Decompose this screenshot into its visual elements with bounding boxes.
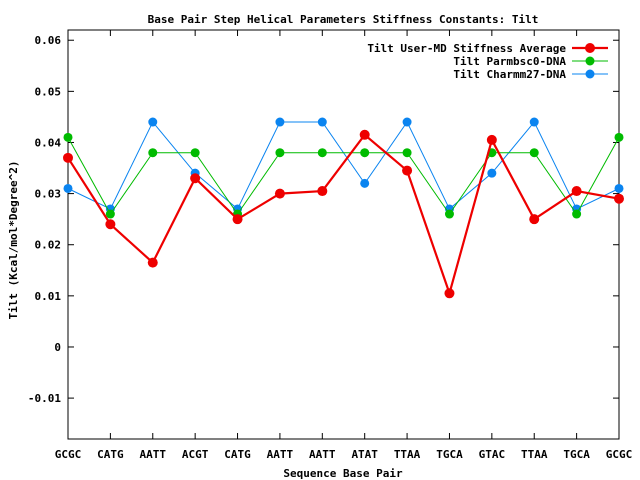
series-line bbox=[67, 133, 620, 298]
y-tick-label: -0.01 bbox=[28, 392, 61, 405]
x-tick-label: GCGC bbox=[606, 448, 633, 461]
data-point bbox=[572, 209, 582, 219]
x-tick-label: AATT bbox=[309, 448, 336, 461]
data-point bbox=[317, 148, 327, 158]
y-tick-label: 0.05 bbox=[35, 85, 62, 98]
data-point bbox=[148, 117, 158, 127]
data-point bbox=[360, 148, 370, 158]
legend-label: Tilt Parmbsc0-DNA bbox=[453, 55, 566, 68]
x-tick-label: CATG bbox=[97, 448, 124, 461]
series-2 bbox=[63, 117, 624, 214]
x-tick-label: CATG bbox=[224, 448, 251, 461]
x-tick-label: TTAA bbox=[521, 448, 548, 461]
x-tick-label: TTAA bbox=[394, 448, 421, 461]
series-0 bbox=[63, 129, 624, 299]
plot-frame bbox=[67, 29, 620, 440]
data-point bbox=[147, 257, 158, 268]
series-1 bbox=[63, 132, 624, 219]
data-point bbox=[444, 288, 455, 299]
data-point bbox=[317, 117, 327, 127]
axis-ticks: -0.01 0 0.01 0.02 0.03 0.04 0.05 0.06 GCGC CATG AA… bbox=[28, 30, 632, 461]
y-axis-label: Tilt (Kcal/mol*Degree^2) bbox=[7, 161, 20, 320]
legend-label: Tilt Charmm27-DNA bbox=[453, 68, 566, 81]
data-point bbox=[486, 134, 497, 145]
data-point bbox=[275, 117, 285, 127]
data-point bbox=[444, 209, 454, 219]
data-point bbox=[63, 152, 73, 163]
x-tick-label: ATAT bbox=[351, 448, 378, 461]
data-point bbox=[529, 117, 539, 127]
y-tick-label: 0.04 bbox=[35, 136, 62, 149]
data-point bbox=[148, 148, 158, 158]
data-point bbox=[487, 168, 497, 178]
x-axis-label: Sequence Base Pair bbox=[283, 467, 403, 480]
data-point bbox=[274, 188, 285, 199]
data-point bbox=[529, 148, 539, 158]
data-point bbox=[63, 132, 73, 142]
series-line bbox=[67, 121, 620, 210]
data-point bbox=[275, 148, 285, 158]
x-tick-label: AATT bbox=[267, 448, 294, 461]
data-point bbox=[360, 178, 370, 188]
data-point bbox=[359, 129, 370, 140]
data-point bbox=[190, 173, 201, 184]
legend-swatch-marker bbox=[585, 69, 595, 79]
legend-swatch-marker bbox=[585, 56, 595, 66]
data-point bbox=[232, 214, 243, 225]
data-point bbox=[614, 193, 624, 204]
data-point bbox=[614, 132, 624, 142]
y-tick-label: 0.01 bbox=[35, 290, 62, 303]
x-tick-label: AATT bbox=[140, 448, 167, 461]
data-point bbox=[402, 165, 413, 176]
chart-title: Base Pair Step Helical Parameters Stiffn… bbox=[148, 13, 539, 26]
y-tick-label: 0.06 bbox=[35, 34, 62, 47]
data-point bbox=[105, 219, 116, 230]
legend-swatch-marker bbox=[585, 43, 595, 53]
data-point bbox=[190, 148, 200, 158]
y-tick-label: 0 bbox=[54, 341, 61, 354]
y-tick-label: 0.02 bbox=[35, 239, 62, 252]
data-point bbox=[402, 117, 412, 127]
series-layer bbox=[63, 117, 624, 299]
x-tick-label: ACGT bbox=[182, 448, 209, 461]
data-point bbox=[317, 186, 328, 197]
legend-label: Tilt User-MD Stiffness Average bbox=[367, 42, 566, 55]
data-point bbox=[529, 214, 540, 225]
data-point bbox=[571, 186, 582, 197]
series-line bbox=[67, 137, 620, 215]
x-tick-label: GCGC bbox=[55, 448, 82, 461]
data-point bbox=[63, 183, 73, 193]
data-point bbox=[105, 209, 115, 219]
x-tick-label: TGCA bbox=[436, 448, 463, 461]
x-tick-label: GTAC bbox=[479, 448, 506, 461]
data-point bbox=[614, 183, 624, 193]
data-point bbox=[402, 148, 412, 158]
y-tick-label: 0.03 bbox=[35, 188, 62, 201]
x-tick-label: TGCA bbox=[563, 448, 590, 461]
